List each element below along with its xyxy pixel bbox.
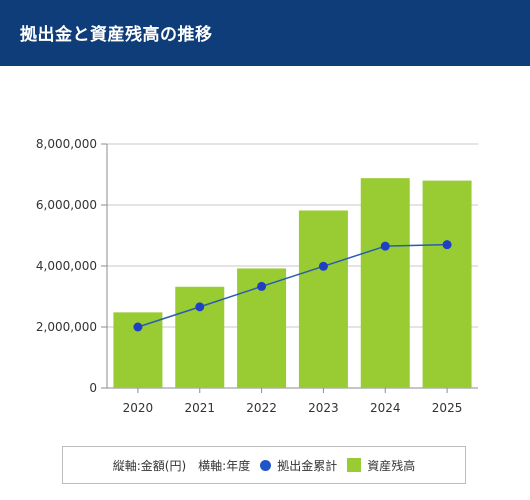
x-tick-label: 2020 [123, 401, 154, 415]
page-title: 拠出金と資産残高の推移 [20, 25, 213, 45]
x-tick-label: 2023 [308, 401, 339, 415]
cumulative-line [137, 243, 448, 328]
chart-legend: 縦軸:金額(円) 横軸:年度 拠出金累計 資産残高 [62, 446, 466, 484]
x-tick-label: 2022 [246, 401, 277, 415]
x-tick-label: 2025 [432, 401, 463, 415]
y-tick-label: 6,000,000 [36, 198, 97, 212]
y-tick-label: 0 [89, 381, 97, 395]
axis-note: 縦軸:金額(円) 横軸:年度 [112, 458, 251, 473]
y-tick-label: 2,000,000 [36, 320, 97, 334]
line-marker-icon [260, 459, 272, 471]
y-tick-label: 8,000,000 [36, 137, 97, 151]
bar-swatch-icon [347, 458, 362, 472]
x-tick-label: 2024 [370, 401, 401, 415]
page-header: 拠出金と資産残高の推移 [0, 0, 530, 66]
legend-item-bar: 資産残高 [347, 457, 415, 474]
x-tick-label: 2021 [184, 401, 215, 415]
bar [422, 180, 472, 388]
legend-bar-label: 資産残高 [367, 458, 416, 473]
line-point [133, 322, 143, 332]
y-tick-label: 4,000,000 [36, 259, 97, 273]
line-point [318, 261, 328, 271]
bar [360, 178, 410, 388]
asset-chart: 0 2,000,000 4,000,000 6,000,000 8,000,000 202… [36, 137, 478, 415]
legend-item-line: 拠出金累計 [260, 457, 337, 474]
line-point [195, 302, 205, 312]
line-point [442, 240, 452, 250]
line-point [380, 241, 390, 251]
legend-line-label: 拠出金累計 [277, 458, 338, 473]
bar [298, 210, 348, 388]
line-point [257, 281, 267, 291]
